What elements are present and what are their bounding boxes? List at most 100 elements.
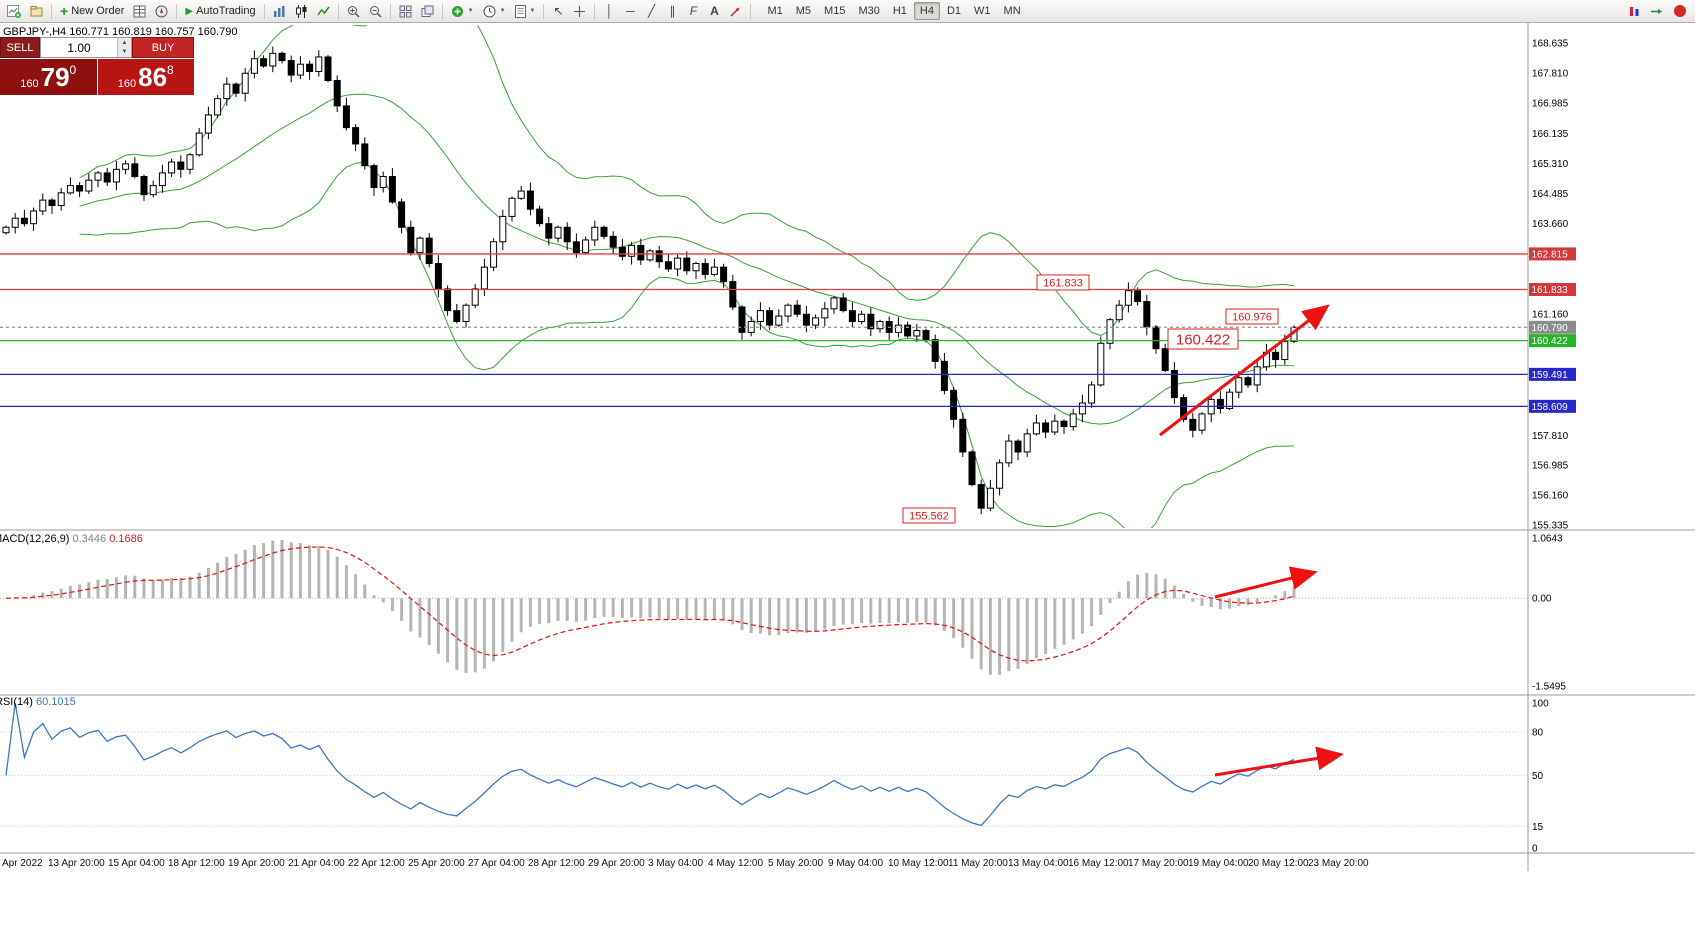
price-tick-label: 166.985	[1532, 98, 1569, 109]
candle-body	[140, 176, 148, 196]
candle-body	[517, 190, 525, 199]
profiles-button[interactable]	[26, 1, 47, 21]
timeframe-d1[interactable]: D1	[941, 2, 967, 20]
text-tool-button[interactable]: A	[704, 1, 724, 21]
rsi-pane[interactable]	[0, 702, 1528, 827]
channel-button[interactable]: ∥	[662, 1, 682, 21]
cursor-button[interactable]: ↖	[548, 1, 568, 21]
volume-up-button[interactable]: ▲	[118, 38, 131, 48]
depth-of-market-button[interactable]	[1624, 1, 1645, 21]
market-watch-button[interactable]	[129, 1, 150, 21]
rsi-name: RSI(14)	[0, 696, 33, 708]
volume-input[interactable]	[41, 38, 117, 57]
trend-arrow-macd[interactable]	[1214, 566, 1318, 599]
price-label-box[interactable]	[902, 507, 956, 524]
zoom-in-button[interactable]	[343, 1, 364, 21]
templates-button[interactable]: ▼	[511, 1, 540, 21]
record-icon[interactable]	[1674, 5, 1686, 17]
zoom-in-icon	[347, 5, 360, 18]
date-label: 13 Apr 20:00	[48, 858, 105, 869]
chart-canvas[interactable]: 168.635 167.810 166.985 166.135 165.310 164.4…	[0, 23, 1695, 936]
new-chart-button[interactable]	[3, 1, 25, 21]
candle-body	[858, 313, 866, 323]
candle-body	[1042, 422, 1050, 433]
price-label-box[interactable]	[1225, 308, 1279, 325]
buy-button[interactable]: BUY	[132, 37, 194, 58]
trend-arrow-price[interactable]	[1159, 304, 1330, 437]
price-label-box[interactable]	[1167, 328, 1239, 350]
volume-box: ▲ ▼	[40, 37, 132, 58]
candle-body	[425, 237, 433, 265]
market-watch-icon	[133, 5, 146, 17]
buy-price[interactable]: 160 86 8	[97, 59, 194, 95]
candle-body	[600, 226, 608, 237]
indicators-icon	[451, 5, 463, 17]
price-pane[interactable]	[0, 23, 1528, 536]
date-label: Apr 2022	[2, 858, 43, 869]
candle-body	[1088, 384, 1096, 404]
indicators-button[interactable]: ▼	[447, 1, 478, 21]
candle-body	[1235, 377, 1243, 393]
candle-body	[416, 237, 424, 254]
candle-body	[1216, 398, 1224, 409]
tile-windows-button[interactable]	[395, 1, 416, 21]
line-chart-button[interactable]	[313, 1, 334, 21]
price-tick-label: 164.485	[1532, 189, 1569, 200]
crosshair-button[interactable]	[569, 1, 590, 21]
auto-scroll-button[interactable]	[1646, 1, 1667, 21]
candle-body	[545, 223, 553, 239]
cascade-windows-icon	[421, 5, 434, 17]
candle-body	[94, 172, 102, 181]
zoom-out-button[interactable]	[365, 1, 386, 21]
candle-body	[1180, 397, 1188, 420]
date-label: 5 May 20:00	[768, 858, 823, 869]
timeframe-m1[interactable]: M1	[761, 2, 788, 20]
price-label-box[interactable]	[1036, 274, 1090, 291]
vertical-line-icon: │	[605, 4, 614, 18]
candle-body	[692, 263, 700, 272]
trendline-button[interactable]: ╱	[641, 1, 661, 21]
candle-body	[563, 226, 571, 243]
quote-prices-row: 160 79 0 160 86 8	[0, 59, 194, 95]
navigator-button[interactable]	[151, 1, 172, 21]
price-badge-label: 160.422	[1532, 336, 1569, 347]
arrows-tool-button[interactable]	[725, 1, 746, 21]
horizontal-line-button[interactable]: ─	[620, 1, 640, 21]
sell-button[interactable]: SELL	[0, 37, 40, 58]
candle-body	[1226, 391, 1234, 409]
fibonacci-button[interactable]: F	[683, 1, 703, 21]
timeframe-w1[interactable]: W1	[968, 2, 997, 20]
date-label: 19 Apr 20:00	[228, 858, 285, 869]
candle-body	[701, 263, 709, 275]
date-label: 11 May 20:00	[948, 858, 1008, 869]
cascade-windows-button[interactable]	[417, 1, 438, 21]
timeframe-mn[interactable]: MN	[998, 2, 1027, 20]
candle-body	[572, 241, 580, 254]
trend-arrow-rsi[interactable]	[1214, 746, 1344, 777]
autotrading-button[interactable]: ▶ AutoTrading	[181, 1, 259, 21]
price-badge-label: 160.790	[1532, 323, 1569, 334]
sell-price[interactable]: 160 79 0	[0, 59, 97, 95]
volume-down-button[interactable]: ▼	[118, 47, 131, 57]
price-badge	[1529, 283, 1576, 297]
timeframe-m15[interactable]: M15	[818, 2, 851, 20]
bar-chart-button[interactable]	[269, 1, 290, 21]
periods-button[interactable]: ▼	[479, 1, 510, 21]
candle-body	[168, 161, 176, 174]
macd-pane[interactable]	[0, 540, 1528, 675]
price-label-text: 155.562	[909, 510, 949, 522]
candle-body	[554, 226, 562, 239]
timeframe-m5[interactable]: M5	[790, 2, 817, 20]
new-order-button[interactable]: + New Order	[56, 1, 128, 21]
candle-body	[480, 266, 488, 290]
date-label: 17 May 20:00	[1128, 858, 1189, 869]
price-tick-label: 163.660	[1532, 219, 1569, 230]
candlestick-chart-button[interactable]	[291, 1, 312, 21]
price-badge	[1529, 367, 1576, 381]
macd-scale-label: 1.0643	[1532, 534, 1563, 545]
timeframe-m30[interactable]: M30	[852, 2, 885, 20]
timeframe-h4[interactable]: H4	[913, 2, 940, 20]
bollinger-lower	[79, 161, 1295, 528]
vertical-line-button[interactable]: │	[599, 1, 619, 21]
timeframe-h1[interactable]: H1	[887, 2, 913, 20]
